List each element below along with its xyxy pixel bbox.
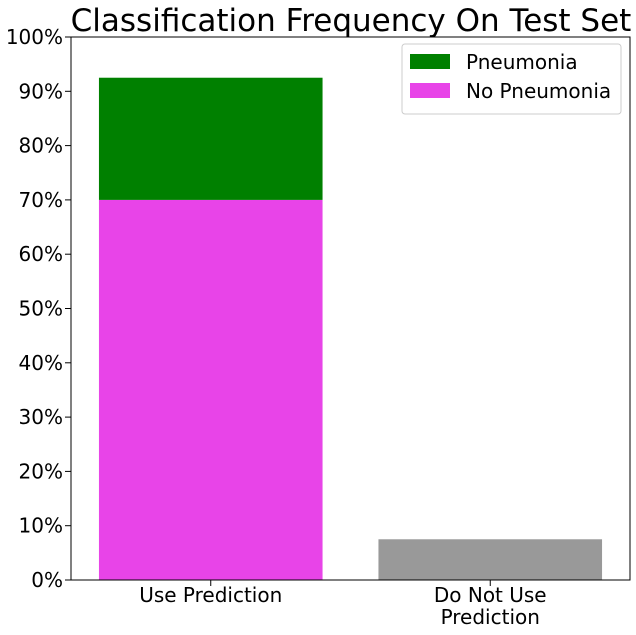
- y-tick-label: 50%: [19, 297, 63, 321]
- y-tick-label: 100%: [6, 25, 63, 49]
- y-tick-label: 0%: [31, 568, 63, 592]
- y-tick-label: 10%: [19, 514, 63, 538]
- x-tick-label: Do Not Use: [434, 583, 547, 607]
- x-tick-label: Use Prediction: [139, 583, 282, 607]
- y-tick-label: 30%: [19, 405, 63, 429]
- y-tick-label: 80%: [19, 134, 63, 158]
- y-tick-label: 70%: [19, 188, 63, 212]
- legend-swatch: [410, 54, 450, 69]
- legend-swatch: [410, 83, 450, 98]
- x-tick-label: Prediction: [441, 605, 540, 629]
- bar-0-series-0: [98, 199, 323, 580]
- legend-label: No Pneumonia: [466, 79, 611, 103]
- bars-layer: [98, 77, 603, 580]
- bar-0-series-1: [98, 77, 323, 200]
- bar-1-series-2: [378, 539, 603, 580]
- chart-title: Classification Frequency On Test Set: [71, 3, 632, 39]
- legend: Pneumonia No Pneumonia: [401, 43, 622, 115]
- y-tick-label: 40%: [19, 351, 63, 375]
- y-tick-label: 60%: [19, 242, 63, 266]
- legend-box: [401, 43, 622, 115]
- y-tick-label: 90%: [19, 79, 63, 103]
- axes-layer: 0% 10% 20% 30% 40% 50% 60% 70% 80% 90% 100% Use Pre…: [6, 25, 631, 629]
- y-tick-label: 20%: [19, 459, 63, 483]
- legend-label: Pneumonia: [466, 50, 578, 74]
